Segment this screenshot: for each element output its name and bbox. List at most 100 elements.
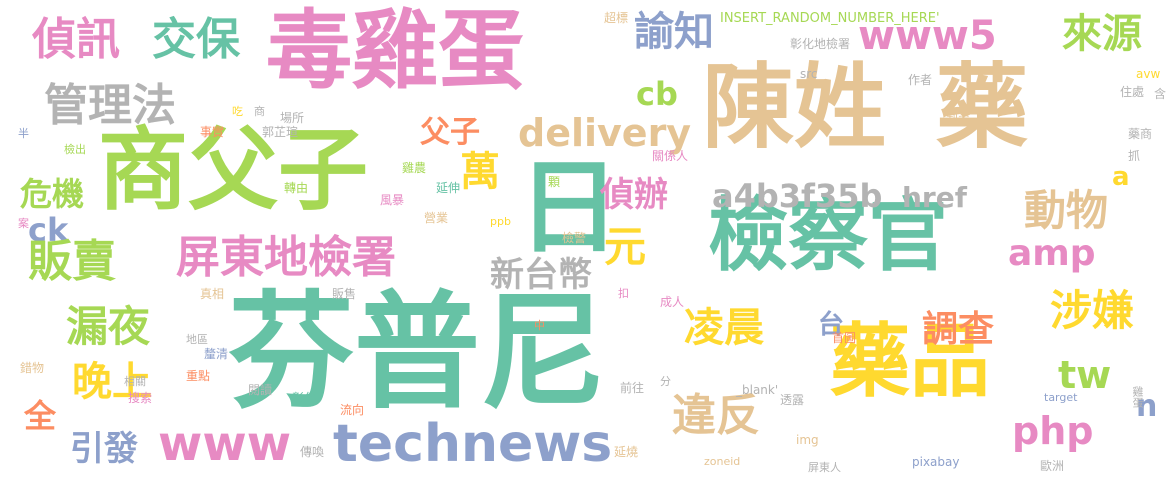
- word-shexian: 涉嫌: [1050, 286, 1135, 335]
- word-yanshen: 延伸: [436, 181, 461, 195]
- word-fen: 分: [660, 375, 671, 388]
- word-changsuo: 場所: [280, 111, 305, 125]
- word-shangfuzi: 商父子: [98, 118, 368, 223]
- word-tai: 台: [818, 310, 845, 340]
- word-yao: 藥: [936, 54, 1029, 161]
- word-ck: ck: [28, 211, 69, 249]
- word-liqing: 釐清: [204, 347, 229, 361]
- word-chaobiao: 超標: [604, 11, 629, 25]
- word-yaoshang: 藥商: [1128, 127, 1153, 141]
- word-kou: 扣: [618, 287, 629, 300]
- word-jiedan: 雞蛋: [1131, 386, 1144, 408]
- word-insert: INSERT_RANDOM_NUMBER_HERE': [720, 11, 940, 26]
- word-zoneid: zoneid: [704, 455, 741, 468]
- word-shang: 商: [254, 105, 265, 118]
- word-weiji: 危機: [20, 175, 85, 213]
- word-pingdongren: 屏東人: [808, 461, 841, 474]
- word-zhuanyou: 轉由: [284, 181, 309, 195]
- word-jianjing: 檢警: [562, 231, 587, 245]
- word-jianchaguan: 檢察官: [708, 189, 948, 282]
- word-dujidan: 毒雞蛋: [266, 1, 524, 101]
- word-toulu: 透露: [780, 393, 805, 407]
- word-yuedu: 閱讀: [248, 383, 273, 397]
- word-img: img: [796, 433, 819, 447]
- word-cuowu: 錯物: [20, 361, 45, 375]
- word-wan: 萬: [460, 149, 500, 195]
- word-qianwang: 前往: [620, 381, 645, 395]
- word-zhanghua2: 彰化: [292, 391, 317, 405]
- word-ri: 日: [518, 149, 620, 268]
- word-an: 案: [18, 217, 29, 230]
- word-src: src: [800, 67, 818, 81]
- word-blank: _blank': [736, 383, 779, 397]
- word-yaopin: 藥品: [830, 315, 990, 408]
- word-shoutu: 首圖: [832, 331, 857, 345]
- word-cb: cb: [636, 75, 678, 113]
- word-pingdong: 屏東地檢署: [176, 232, 396, 283]
- word-guanxiren: 關係人: [652, 149, 689, 163]
- word-zhongdian: 重點: [186, 369, 211, 383]
- word-ppb: ppb: [490, 215, 511, 228]
- word-wanshang: 晚上: [72, 359, 152, 405]
- word-php: php: [1012, 409, 1094, 453]
- word-yuan: 元: [604, 222, 647, 271]
- word-zhanghua: 彰化地檢署: [790, 37, 851, 51]
- word-href: href: [902, 181, 967, 214]
- word-ke: 顆: [548, 175, 561, 189]
- word-xiangguan: 相關: [124, 375, 146, 388]
- word-zhong: 中: [534, 319, 545, 332]
- word-a4b3f35b: a4b3f35b: [712, 177, 883, 215]
- word-zhenxun: 偵訊: [32, 14, 120, 65]
- word-yuzhi: 諭知: [634, 9, 714, 55]
- word-www5: www5: [858, 13, 997, 59]
- word-pixabay: pixabay: [912, 455, 960, 469]
- word-tw: tw: [1058, 353, 1112, 397]
- word-a: a: [1112, 162, 1130, 192]
- word-weifan: 違反: [672, 390, 760, 441]
- word-delivery: delivery: [518, 111, 692, 155]
- word-xintaibi: 新台幣: [490, 255, 592, 295]
- word-yinfa: 引發: [70, 429, 138, 469]
- word-chi: 吃: [232, 105, 243, 118]
- word-diqu: 地區: [186, 333, 208, 346]
- word-louye: 漏夜: [66, 302, 151, 351]
- word-fuzi: 父子: [420, 115, 480, 150]
- word-www: www: [158, 416, 292, 472]
- word-laiyuan: 來源: [1062, 11, 1142, 57]
- word-n: n: [1136, 389, 1158, 424]
- word-fenpuni: 芬普尼: [228, 279, 606, 426]
- word-daoan: 到案: [946, 109, 971, 123]
- word-fengbao: 風暴: [380, 193, 405, 207]
- word-guanlifa: 管理法: [44, 80, 176, 131]
- word-diaocha: 調查: [922, 309, 995, 350]
- word-zuozhe: 作者: [908, 73, 933, 87]
- word-chenxing: 陳姓: [702, 54, 887, 161]
- word-avw: avw: [1136, 67, 1161, 81]
- word-chengren: 成人: [660, 295, 685, 309]
- word-zhua: 抓: [1128, 149, 1141, 163]
- word-zhenxiang: 真相: [200, 287, 225, 301]
- word-jianchu: 檢出: [64, 143, 86, 156]
- word-ban: 半: [18, 127, 29, 140]
- word-zhenban: 偵辦: [600, 175, 668, 215]
- word-amp: amp: [1008, 233, 1096, 274]
- word-quan: 全: [24, 397, 57, 435]
- word-yingye: 營業: [424, 211, 449, 225]
- word-technews: technews: [333, 414, 613, 474]
- word-zhuchu: 住處: [1120, 85, 1145, 99]
- word-chuanhuan: 傳喚: [300, 445, 325, 459]
- word-fanshou: 販售: [332, 287, 357, 301]
- word-target: target: [1044, 391, 1078, 404]
- word-lingchen: 凌晨: [684, 305, 764, 351]
- word-sousuo: 搜索: [128, 391, 153, 405]
- word-shishi: 事實: [200, 125, 225, 139]
- word-jiaobao: 交保: [152, 14, 240, 65]
- word-guozhiyuan: 郭芷瑄: [262, 125, 299, 139]
- word-han: 含: [1154, 87, 1167, 101]
- word-fanmai: 販賣: [28, 236, 116, 287]
- word-jinong: 雞農: [402, 161, 427, 175]
- word-yanshao: 延燒: [614, 445, 639, 459]
- word-ouzhou: 歐洲: [1040, 459, 1065, 473]
- word-dongwu: 動物: [1024, 186, 1109, 235]
